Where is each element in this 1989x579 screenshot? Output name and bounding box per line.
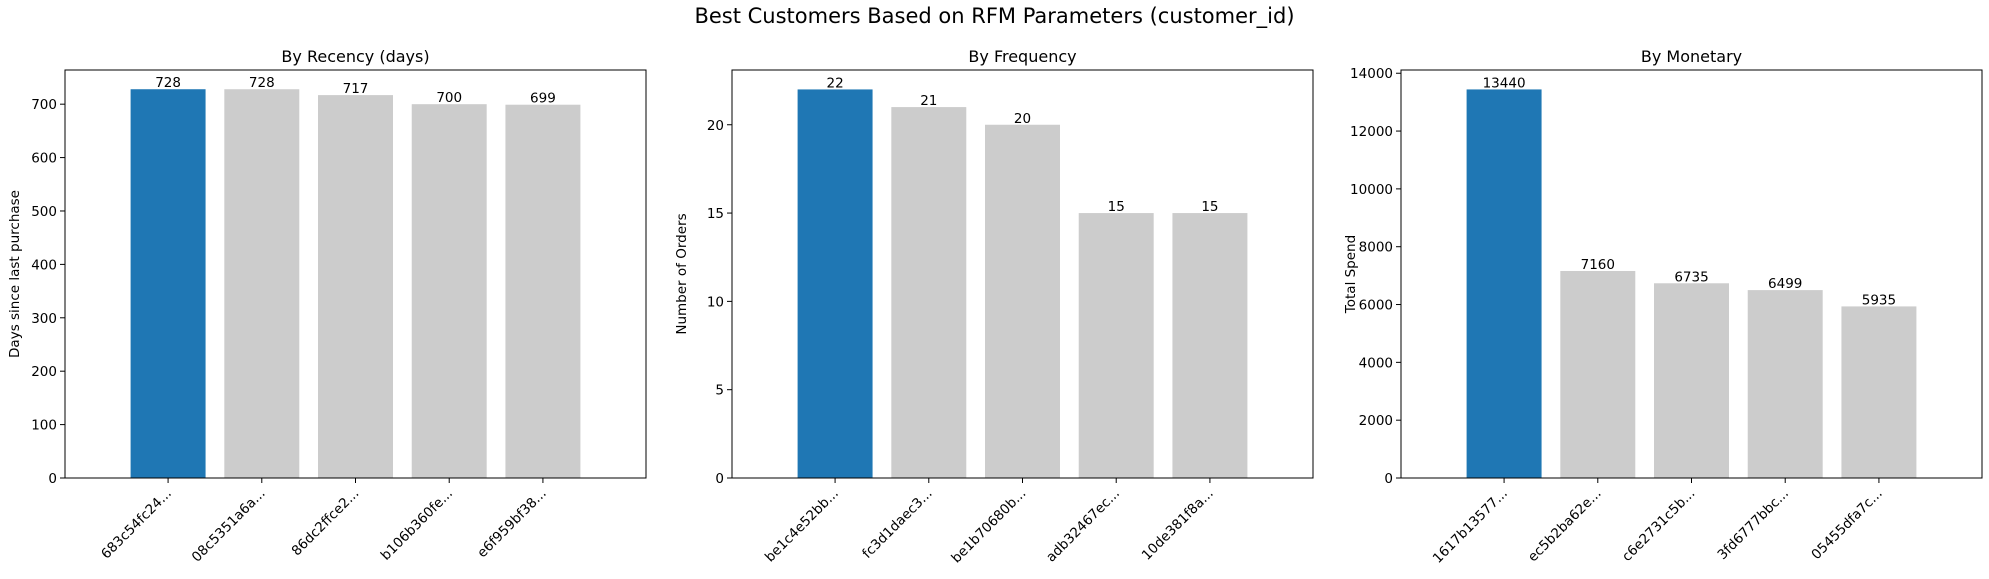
- y-tick-label: 8000: [1359, 240, 1393, 256]
- bar-value-label: 20: [1014, 111, 1031, 127]
- y-tick-label: 0: [48, 471, 57, 487]
- bar-value-label: 7160: [1581, 257, 1615, 273]
- bar-2-1: [797, 89, 873, 479]
- x-tick-label: 10de381f8a...: [1139, 486, 1217, 564]
- y-tick-label: 600: [31, 151, 57, 167]
- y-axis-label: Total Spend: [1343, 235, 1359, 314]
- x-tick-label: adb32467ec...: [1043, 486, 1123, 566]
- bar-2-4: [1078, 213, 1154, 478]
- bar-1-5: [505, 104, 581, 479]
- chart-title: By Recency (days): [281, 47, 429, 66]
- y-tick-label: 6000: [1359, 298, 1393, 314]
- bar-value-label: 6735: [1674, 269, 1708, 285]
- y-axis-label: Days since last purchase: [7, 190, 23, 358]
- x-tick-label: 08c5351a6a...: [189, 486, 269, 566]
- y-tick-label: 14000: [1350, 66, 1393, 82]
- bar-value-label: 699: [530, 91, 556, 107]
- y-tick-label: 0: [1384, 471, 1393, 487]
- bar-value-label: 22: [826, 75, 843, 91]
- bar-2-3: [985, 124, 1060, 478]
- x-tick-label: 86dc2ffce2...: [289, 486, 363, 560]
- chart-title: By Frequency: [968, 47, 1076, 66]
- bar-1-1: [130, 89, 206, 478]
- y-tick-label: 300: [31, 311, 57, 327]
- y-tick-label: 15: [707, 206, 724, 222]
- bar-value-label: 728: [249, 75, 275, 91]
- y-tick-label: 200: [31, 364, 57, 380]
- bar-1-4: [411, 104, 487, 479]
- bar-value-label: 21: [920, 93, 937, 109]
- y-tick-label: 500: [31, 204, 57, 220]
- x-tick-label: ec5b2ba62e...: [1525, 486, 1605, 566]
- bar-2-2: [891, 107, 967, 478]
- x-tick-label: 683c54fc24...: [98, 486, 175, 563]
- x-tick-label: fc3d1daec3...: [859, 486, 935, 562]
- figure-title: Best Customers Based on RFM Parameters (…: [694, 4, 1295, 28]
- axes-frame: [1400, 69, 1983, 479]
- x-tick-label: e6f959bf38...: [474, 486, 550, 562]
- axes-frame: [731, 69, 1314, 479]
- bar-3-5: [1841, 306, 1917, 478]
- y-axis-label: Number of Orders: [674, 213, 690, 334]
- chart-title: By Monetary: [1641, 47, 1742, 66]
- bar-3-2: [1560, 270, 1636, 478]
- x-tick-label: b106b360fe...: [378, 486, 456, 564]
- y-tick-label: 0: [715, 471, 724, 487]
- bar-value-label: 728: [155, 75, 181, 91]
- bar-1-3: [318, 95, 393, 478]
- bar-value-label: 15: [1201, 199, 1218, 215]
- y-tick-label: 100: [31, 418, 57, 434]
- bar-value-label: 6499: [1768, 276, 1802, 292]
- bar-3-3: [1654, 283, 1729, 478]
- y-tick-label: 4000: [1359, 355, 1393, 371]
- x-tick-label: 3fd6777bbc...: [1714, 486, 1792, 564]
- bar-value-label: 700: [436, 90, 462, 106]
- y-tick-label: 700: [31, 97, 57, 113]
- y-tick-label: 10000: [1350, 182, 1393, 198]
- bar-2-5: [1172, 213, 1248, 478]
- bar-value-label: 15: [1108, 199, 1125, 215]
- y-tick-label: 400: [31, 257, 57, 273]
- bar-value-label: 5935: [1862, 292, 1896, 308]
- x-tick-label: be1c4e52bb...: [762, 486, 842, 566]
- bar-3-1: [1466, 89, 1542, 479]
- y-tick-label: 2000: [1359, 413, 1393, 429]
- x-tick-label: 1617b13577...: [1430, 486, 1511, 567]
- x-tick-label: c6e2731c5b...: [1619, 486, 1698, 565]
- bar-value-label: 13440: [1483, 75, 1526, 91]
- axes-frame: [64, 69, 647, 479]
- bar-1-2: [224, 89, 300, 478]
- y-tick-label: 20: [707, 118, 724, 134]
- x-tick-label: 05455dfa7c...: [1808, 486, 1885, 563]
- bar-value-label: 717: [343, 81, 369, 97]
- y-tick-label: 5: [715, 383, 724, 399]
- y-tick-label: 10: [707, 294, 724, 310]
- y-tick-label: 12000: [1350, 124, 1393, 140]
- bar-3-4: [1747, 290, 1823, 478]
- x-tick-label: be1b70680b...: [948, 486, 1029, 567]
